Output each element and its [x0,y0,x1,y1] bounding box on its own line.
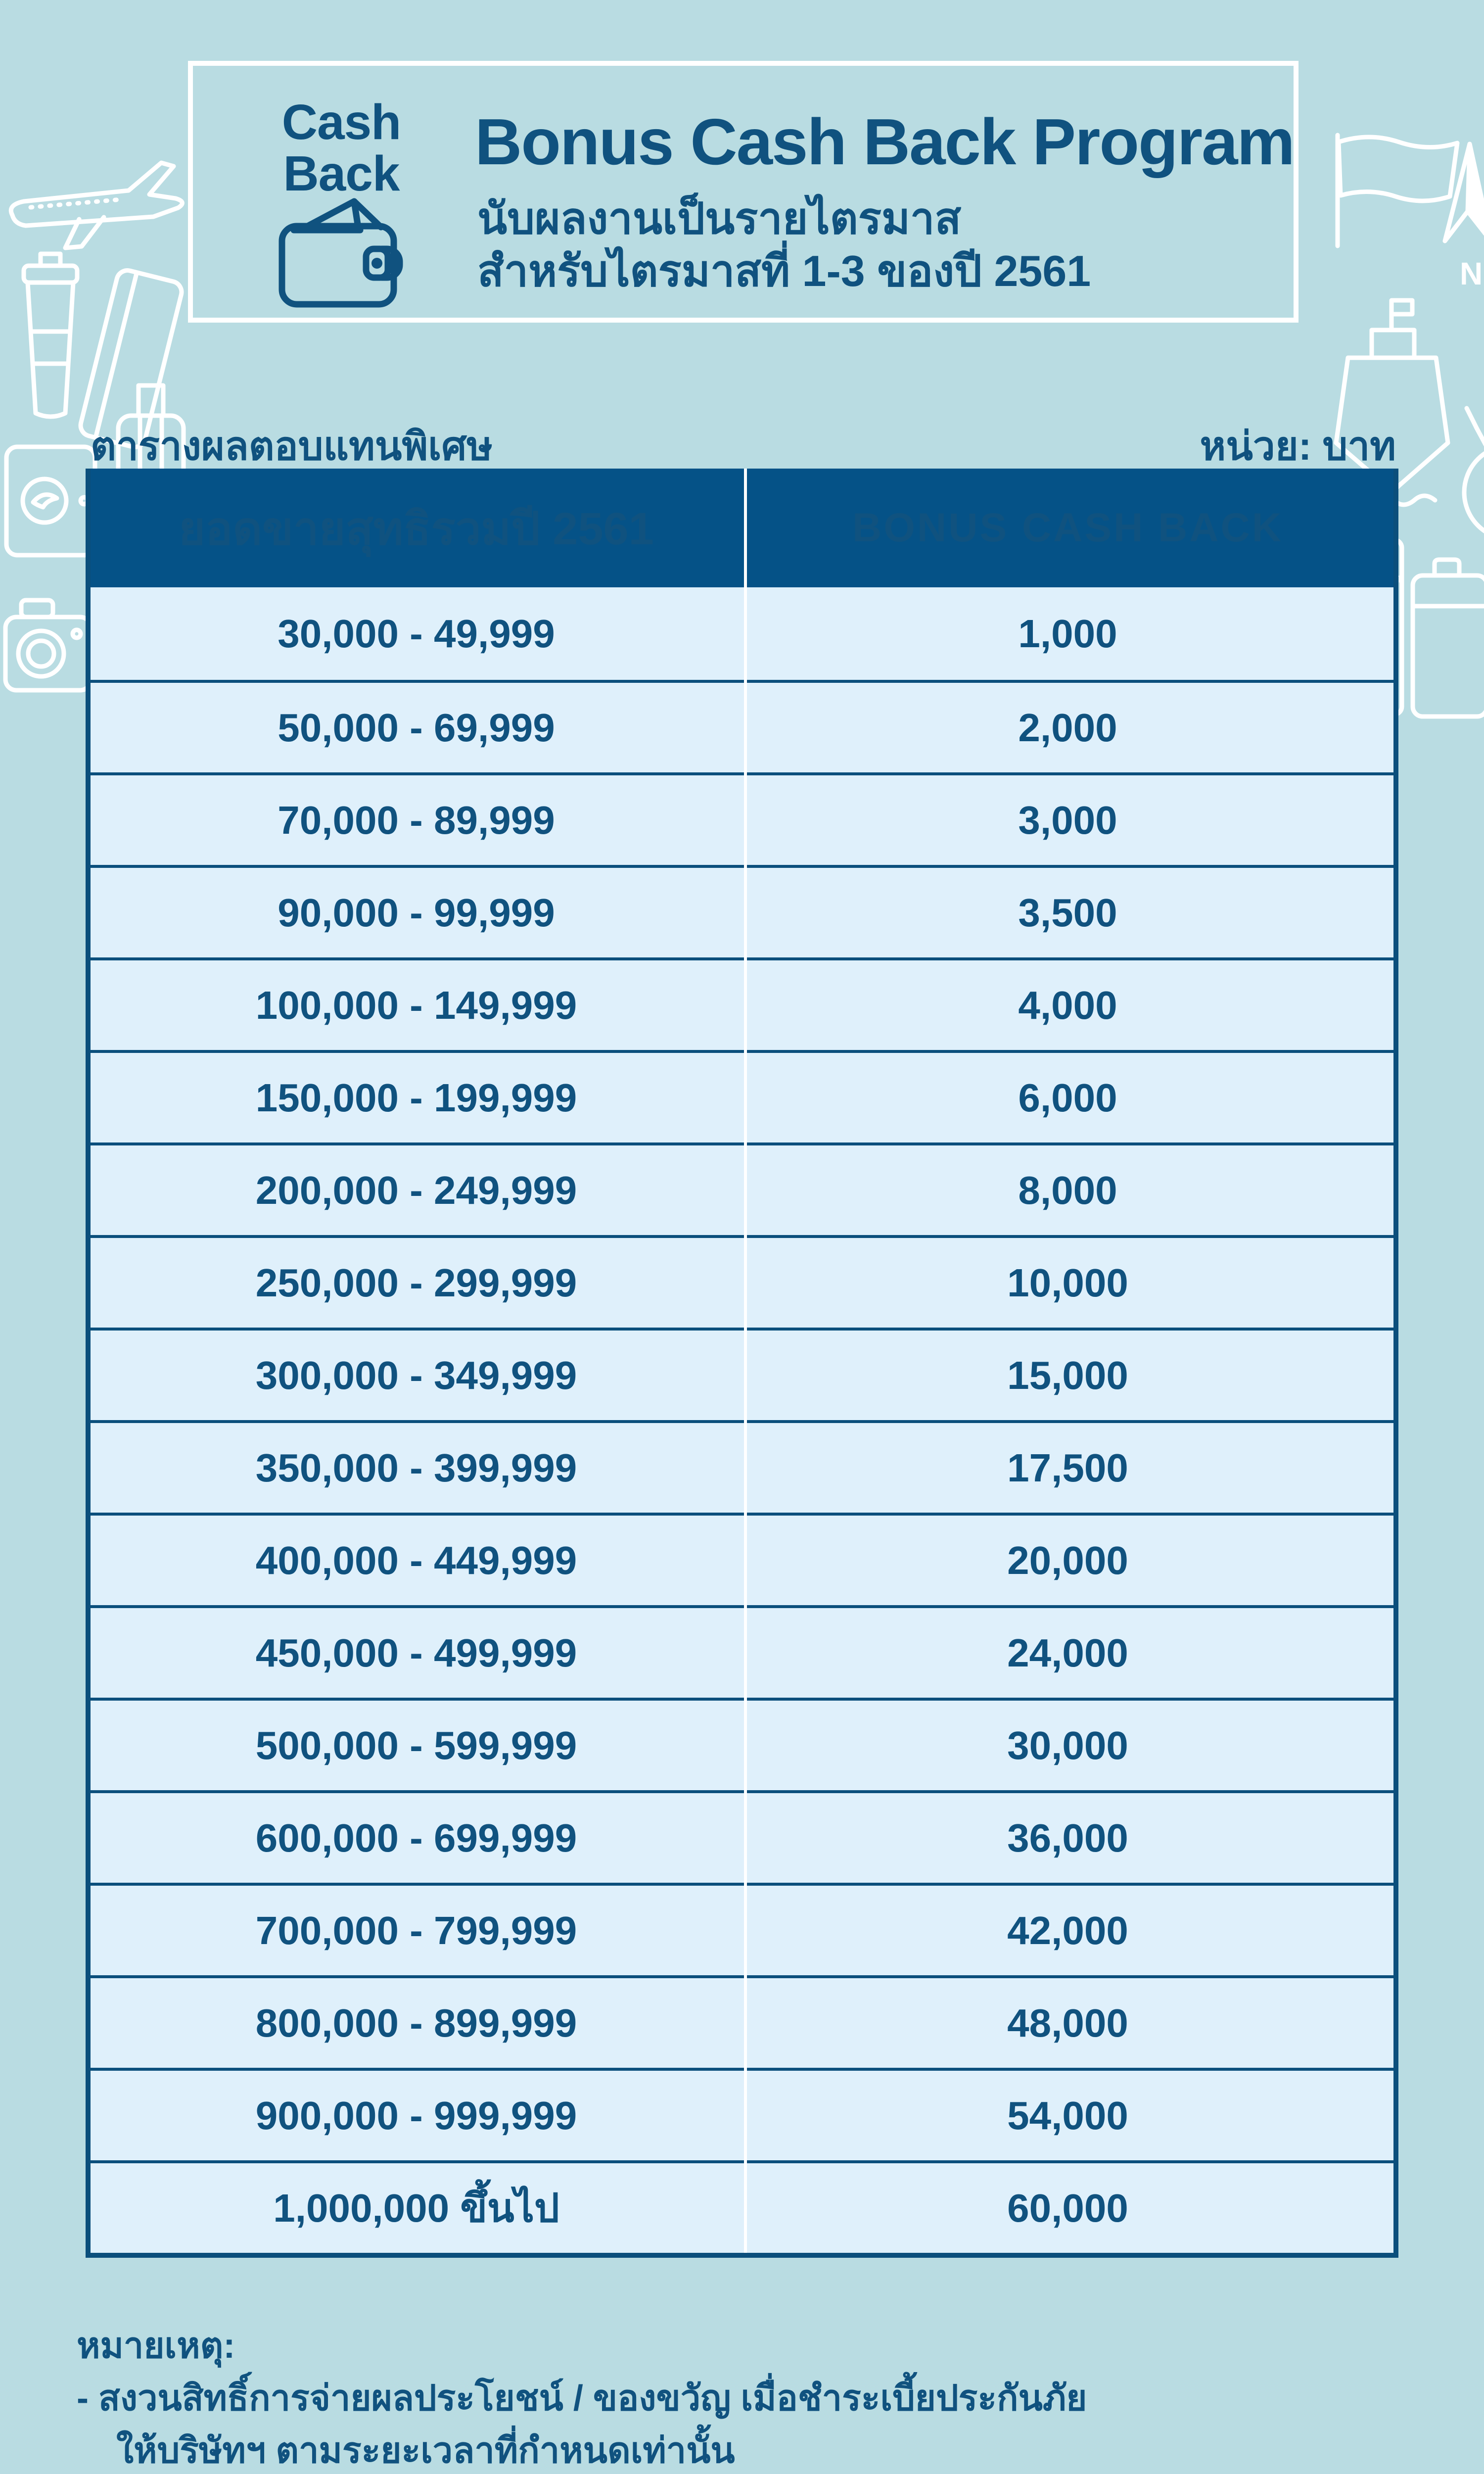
table-row: 350,000 - 399,999 17,500 [91,1420,1393,1513]
page-subtitle-1: นับผลงานเป็นรายไตรมาส [477,194,962,243]
table-row: 90,000 - 99,999 3,500 [91,865,1393,957]
table-row: 500,000 - 599,999 30,000 [91,1698,1393,1790]
table-row: 30,000 - 49,999 1,000 [91,587,1393,680]
sales-range-cell: 700,000 - 799,999 [255,1908,577,1952]
bonus-amount-cell: 54,000 [1007,2093,1128,2138]
bonus-amount-cell: 2,000 [1018,705,1117,750]
bicycle-icon [1457,369,1484,552]
flag-icon [1331,131,1464,250]
sales-range-cell: 250,000 - 299,999 [255,1260,577,1305]
sales-range-cell: 200,000 - 249,999 [255,1168,577,1212]
footnote-line: - สงวนสิทธิ์การจ่ายผลประโยชน์ / ของขวัญ … [77,2379,1087,2418]
table-row: 400,000 - 449,999 20,000 [91,1513,1393,1605]
wallet-icon [276,193,407,312]
table-row: 900,000 - 999,999 54,000 [91,2068,1393,2160]
bonus-table: ยอดขายสุทธิรวมปี 2561 BONUS CASH BACK 30… [86,469,1398,2258]
sales-range-cell: 400,000 - 449,999 [255,1538,577,1582]
page-subtitle-2: สำหรับไตรมาสที่ 1-3 ของปี 2561 [477,246,1091,295]
footnote-heading: หมายเหตุ: [77,2326,235,2366]
bonus-amount-cell: 42,000 [1007,1908,1128,1952]
column-header-sales: ยอดขายสุทธิรวมปี 2561 [179,503,654,554]
footnote-line: ให้บริษัทฯ ตามระยะเวลาที่กำหนดเท่านั้น [116,2431,735,2471]
compass-icon: N [1442,136,1484,349]
table-row: 600,000 - 699,999 36,000 [91,1790,1393,1883]
sales-range-cell: 600,000 - 699,999 [255,1815,577,1860]
table-header-row: ยอดขายสุทธิรวมปี 2561 BONUS CASH BACK [91,469,1393,587]
page-title: Bonus Cash Back Program [475,105,1295,178]
bonus-amount-cell: 4,000 [1018,983,1117,1027]
sales-range-cell: 350,000 - 399,999 [255,1445,577,1490]
tablet-icon [2,443,99,559]
briefcase-icon [1410,557,1484,722]
sales-range-cell: 1,000,000 ขึ้นไป [273,2186,559,2230]
table-row: 300,000 - 349,999 15,000 [91,1328,1393,1420]
sales-range-cell: 70,000 - 89,999 [278,798,555,842]
sales-range-cell: 800,000 - 899,999 [255,2000,577,2045]
cashback-logo-line1: Cash [281,95,402,150]
sales-range-cell: 90,000 - 99,999 [278,890,555,935]
bonus-amount-cell: 36,000 [1007,1815,1128,1860]
header-box: Cash Back Bonus Cash Back Program นับผลง… [188,61,1298,323]
airplane-icon [5,156,185,255]
table-row: 450,000 - 499,999 24,000 [91,1605,1393,1698]
bonus-amount-cell: 24,000 [1007,1630,1128,1675]
table-row: 50,000 - 69,999 2,000 [91,680,1393,772]
bonus-amount-cell: 8,000 [1018,1168,1117,1212]
sales-range-cell: 300,000 - 349,999 [255,1353,577,1397]
bonus-amount-cell: 3,500 [1018,890,1117,935]
coffee-cup-icon [20,250,82,423]
bonus-amount-cell: 17,500 [1007,1445,1128,1490]
footnotes: หมายเหตุ: - สงวนสิทธิ์การจ่ายผลประโยชน์ … [77,2320,1412,2474]
bonus-amount-cell: 20,000 [1007,1538,1128,1582]
sales-range-cell: 150,000 - 199,999 [255,1075,577,1120]
sales-range-cell: 900,000 - 999,999 [255,2093,577,2138]
sales-range-cell: 500,000 - 599,999 [255,1723,577,1767]
column-header-bonus: BONUS CASH BACK [852,505,1283,550]
bonus-amount-cell: 6,000 [1018,1075,1117,1120]
cashback-logo: Cash Back [267,96,416,199]
table-row: 800,000 - 899,999 48,000 [91,1975,1393,2068]
camera-icon [2,586,94,713]
bonus-amount-cell: 3,000 [1018,798,1117,842]
bonus-amount-cell: 30,000 [1007,1723,1128,1767]
sales-range-cell: 100,000 - 149,999 [255,983,577,1027]
table-body: 30,000 - 49,999 1,000 50,000 - 69,999 2,000… [91,587,1393,2253]
table-row: 1,000,000 ขึ้นไป 60,000 [91,2160,1393,2253]
table-row: 250,000 - 299,999 10,000 [91,1235,1393,1328]
bonus-amount-cell: 60,000 [1007,2186,1128,2230]
footnote-lines: - สงวนสิทธิ์การจ่ายผลประโยชน์ / ของขวัญ … [77,2372,1412,2474]
bonus-amount-cell: 10,000 [1007,1260,1128,1305]
table-row: 200,000 - 249,999 8,000 [91,1142,1393,1235]
column-separator [744,469,747,2253]
sales-range-cell: 50,000 - 69,999 [278,705,555,750]
notebook-icon [74,263,189,454]
table-row: 150,000 - 199,999 6,000 [91,1050,1393,1142]
bonus-amount-cell: 15,000 [1007,1353,1128,1397]
sales-range-cell: 450,000 - 499,999 [255,1630,577,1675]
cashback-logo-line2: Back [283,146,400,201]
bonus-amount-cell: 48,000 [1007,2000,1128,2045]
sales-range-cell: 30,000 - 49,999 [278,611,555,656]
table-row: 700,000 - 799,999 42,000 [91,1883,1393,1975]
bonus-amount-cell: 1,000 [1018,611,1117,656]
table-section-label: ตารางผลตอบแทนพิเศษ [91,424,493,468]
compass-n-label: N [1460,256,1483,291]
unit-label: หน่วย: บาท [1200,424,1396,468]
table-row: 100,000 - 149,999 4,000 [91,957,1393,1050]
table-row: 70,000 - 89,999 3,000 [91,772,1393,865]
